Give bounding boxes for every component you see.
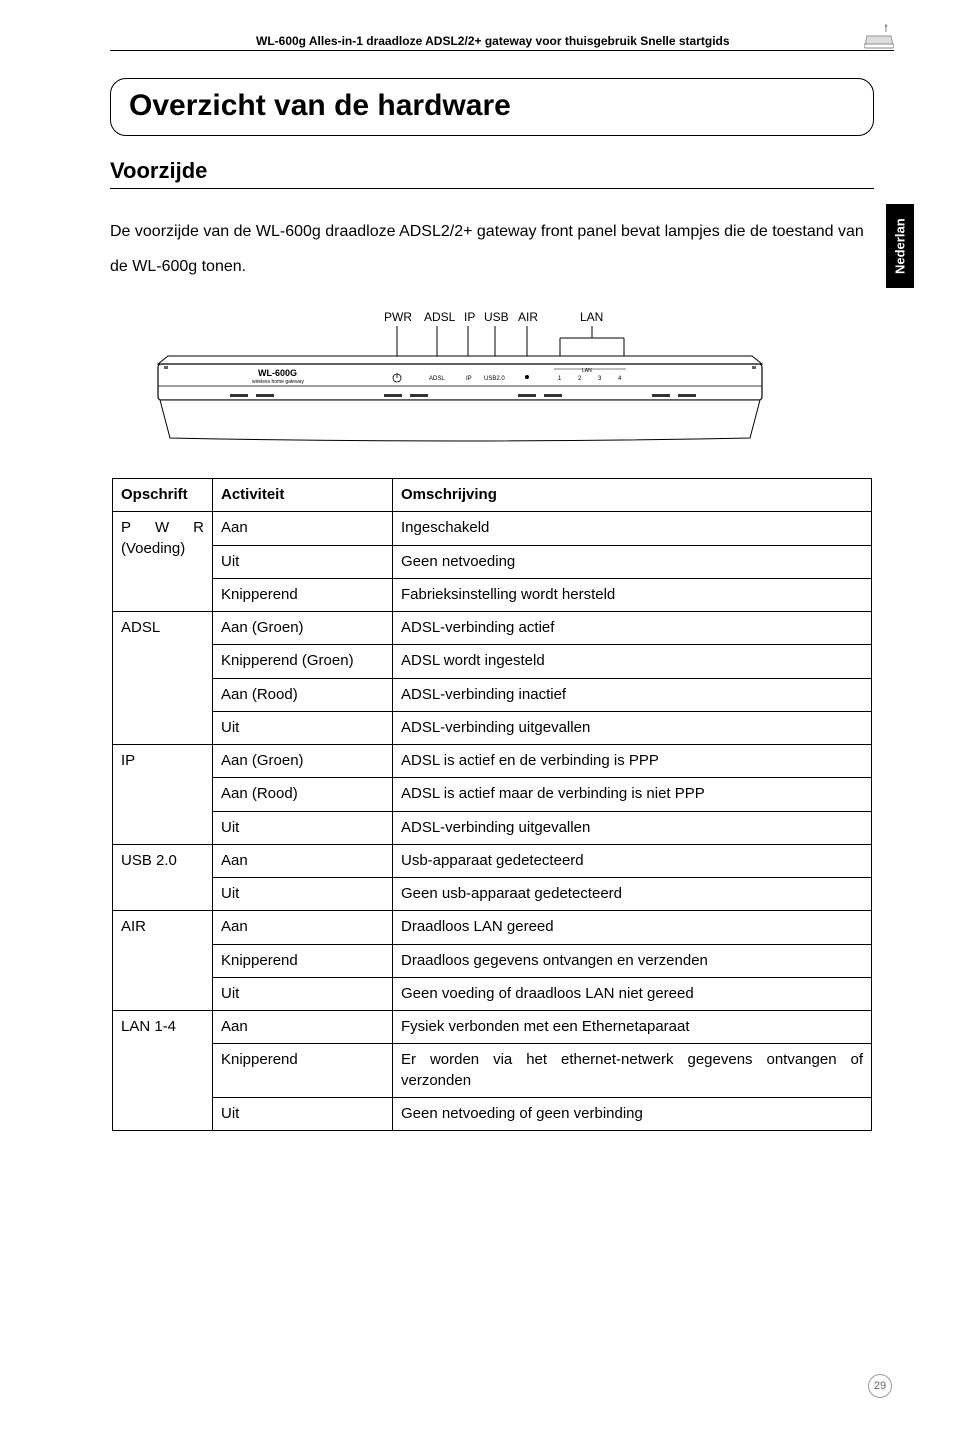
table-header-row: Opschrift Activiteit Omschrijving — [113, 479, 872, 512]
th-activiteit: Activiteit — [213, 479, 393, 512]
cell-activiteit: Aan — [213, 1011, 393, 1044]
diagram-label-air: AIR — [518, 310, 538, 324]
header-device-icon — [864, 24, 894, 52]
diagram-label-usb: USB — [484, 310, 509, 324]
cell-omschrijving: Usb-apparaat gedetecteerd — [393, 844, 872, 877]
cell-omschrijving: Geen voeding of draadloos LAN niet geree… — [393, 977, 872, 1010]
svg-text:WL-600G: WL-600G — [258, 368, 297, 378]
subtitle-rule — [110, 188, 874, 189]
cell-activiteit: Aan (Rood) — [213, 678, 393, 711]
cell-opschrift: AIR — [113, 911, 213, 1011]
table-row: Aan (Rood)ADSL is actief maar de verbind… — [113, 778, 872, 811]
header-rule — [110, 50, 894, 51]
table-row: UitGeen voeding of draadloos LAN niet ge… — [113, 977, 872, 1010]
cell-activiteit: Aan — [213, 911, 393, 944]
table-row: KnipperendDraadloos gegevens ontvangen e… — [113, 944, 872, 977]
intro-text: De voorzijde van de WL-600g draadloze AD… — [110, 214, 874, 284]
cell-opschrift: USB 2.0 — [113, 844, 213, 911]
th-omschrijving: Omschrijving — [393, 479, 872, 512]
cell-omschrijving: Draadloos LAN gereed — [393, 911, 872, 944]
cell-omschrijving: Geen usb-apparaat gedetecteerd — [393, 878, 872, 911]
cell-activiteit: Uit — [213, 811, 393, 844]
cell-omschrijving: Draadloos gegevens ontvangen en verzende… — [393, 944, 872, 977]
cell-activiteit: Knipperend — [213, 1044, 393, 1098]
cell-activiteit: Uit — [213, 545, 393, 578]
cell-omschrijving: Er worden via het ethernet-netwerk gegev… — [393, 1044, 872, 1098]
table-row: UitGeen netvoeding of geen verbinding — [113, 1097, 872, 1130]
cell-opschrift: ADSL — [113, 612, 213, 745]
cell-activiteit: Uit — [213, 1097, 393, 1130]
table-row: IPAan (Groen)ADSL is actief en de verbin… — [113, 745, 872, 778]
cell-activiteit: Aan — [213, 844, 393, 877]
cell-omschrijving: ADSL is actief maar de verbinding is nie… — [393, 778, 872, 811]
table-row: Aan (Rood)ADSL-verbinding inactief — [113, 678, 872, 711]
svg-text:USB2.0: USB2.0 — [484, 376, 505, 382]
cell-activiteit: Uit — [213, 711, 393, 744]
cell-omschrijving: Ingeschakeld — [393, 512, 872, 545]
table-row: UitGeen usb-apparaat gedetecteerd — [113, 878, 872, 911]
cell-opschrift: PWR(Voeding) — [113, 512, 213, 612]
front-panel-diagram: PWR ADSL IP USB AIR LAN — [140, 310, 780, 450]
page-title: Overzicht van de hardware — [129, 89, 855, 123]
cell-activiteit: Knipperend — [213, 944, 393, 977]
cell-activiteit: Aan (Rood) — [213, 778, 393, 811]
table-row: UitADSL-verbinding uitgevallen — [113, 711, 872, 744]
svg-text:ADSL: ADSL — [429, 376, 445, 382]
page-number: 29 — [868, 1374, 892, 1398]
table-row: KnipperendEr worden via het ethernet-net… — [113, 1044, 872, 1098]
diagram-label-adsl: ADSL — [424, 310, 455, 324]
language-tab: Nederlan — [886, 204, 914, 288]
table-row: USB 2.0AanUsb-apparaat gedetecteerd — [113, 844, 872, 877]
diagram-label-lan: LAN — [580, 310, 603, 324]
svg-text:IP: IP — [466, 376, 472, 382]
cell-activiteit: Knipperend — [213, 578, 393, 611]
table-row: ADSLAan (Groen)ADSL-verbinding actief — [113, 612, 872, 645]
th-opschrift: Opschrift — [113, 479, 213, 512]
diagram-svg: WL-600G wireless home gateway ADSL IP US… — [140, 310, 780, 450]
cell-omschrijving: Fabrieksinstelling wordt hersteld — [393, 578, 872, 611]
cell-omschrijving: ADSL-verbinding inactief — [393, 678, 872, 711]
header-text: WL-600g Alles-in-1 draadloze ADSL2/2+ ga… — [256, 34, 730, 48]
cell-activiteit: Aan (Groen) — [213, 612, 393, 645]
cell-omschrijving: ADSL-verbinding uitgevallen — [393, 811, 872, 844]
cell-activiteit: Uit — [213, 977, 393, 1010]
cell-omschrijving: Geen netvoeding — [393, 545, 872, 578]
title-box: Overzicht van de hardware — [110, 78, 874, 136]
cell-omschrijving: Geen netvoeding of geen verbinding — [393, 1097, 872, 1130]
table-row: KnipperendFabrieksinstelling wordt herst… — [113, 578, 872, 611]
cell-opschrift: LAN 1-4 — [113, 1011, 213, 1131]
cell-activiteit: Aan (Groen) — [213, 745, 393, 778]
led-table: Opschrift Activiteit Omschrijving PWR(Vo… — [112, 478, 872, 1131]
cell-omschrijving: ADSL is actief en de verbinding is PPP — [393, 745, 872, 778]
table-row: Knipperend (Groen)ADSL wordt ingesteld — [113, 645, 872, 678]
table-row: LAN 1-4AanFysiek verbonden met een Ether… — [113, 1011, 872, 1044]
cell-opschrift: IP — [113, 745, 213, 845]
cell-activiteit: Uit — [213, 878, 393, 911]
cell-omschrijving: ADSL wordt ingesteld — [393, 645, 872, 678]
diagram-label-pwr: PWR — [384, 310, 412, 324]
cell-omschrijving: ADSL-verbinding actief — [393, 612, 872, 645]
cell-omschrijving: Fysiek verbonden met een Ethernetaparaat — [393, 1011, 872, 1044]
diagram-label-ip: IP — [464, 310, 475, 324]
table-row: UitGeen netvoeding — [113, 545, 872, 578]
cell-omschrijving: ADSL-verbinding uitgevallen — [393, 711, 872, 744]
table-row: PWR(Voeding)AanIngeschakeld — [113, 512, 872, 545]
cell-activiteit: Knipperend (Groen) — [213, 645, 393, 678]
svg-text:wireless home gateway: wireless home gateway — [252, 379, 304, 385]
cell-activiteit: Aan — [213, 512, 393, 545]
table-row: AIRAanDraadloos LAN gereed — [113, 911, 872, 944]
section-subtitle: Voorzijde — [110, 158, 207, 184]
table-row: UitADSL-verbinding uitgevallen — [113, 811, 872, 844]
